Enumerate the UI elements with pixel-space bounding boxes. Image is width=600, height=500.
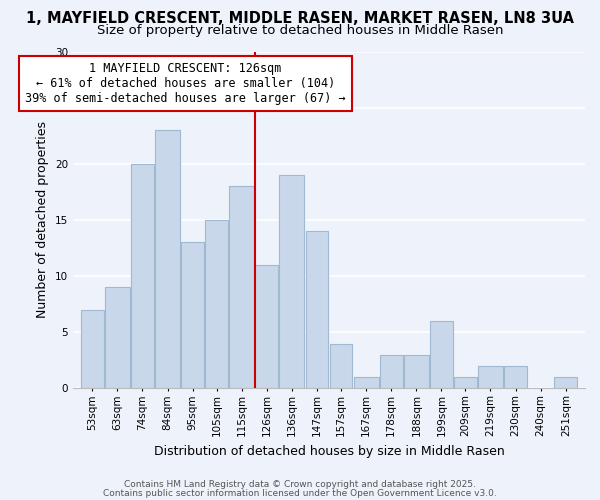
Bar xyxy=(131,164,154,388)
Bar xyxy=(256,265,278,388)
Bar xyxy=(504,366,527,388)
Bar xyxy=(430,321,453,388)
Bar xyxy=(181,242,204,388)
Bar xyxy=(280,175,304,388)
X-axis label: Distribution of detached houses by size in Middle Rasen: Distribution of detached houses by size … xyxy=(154,444,505,458)
Bar xyxy=(205,220,228,388)
Bar xyxy=(404,355,429,388)
Bar xyxy=(305,231,328,388)
Y-axis label: Number of detached properties: Number of detached properties xyxy=(37,122,49,318)
Bar xyxy=(353,378,379,388)
Bar xyxy=(454,378,477,388)
Bar xyxy=(81,310,104,388)
Bar xyxy=(229,186,254,388)
Bar xyxy=(380,355,403,388)
Text: Contains HM Land Registry data © Crown copyright and database right 2025.: Contains HM Land Registry data © Crown c… xyxy=(124,480,476,489)
Bar xyxy=(478,366,503,388)
Bar xyxy=(155,130,180,388)
Text: Size of property relative to detached houses in Middle Rasen: Size of property relative to detached ho… xyxy=(97,24,503,37)
Bar xyxy=(105,288,130,388)
Text: Contains public sector information licensed under the Open Government Licence v3: Contains public sector information licen… xyxy=(103,488,497,498)
Bar xyxy=(329,344,352,388)
Text: 1 MAYFIELD CRESCENT: 126sqm
← 61% of detached houses are smaller (104)
39% of se: 1 MAYFIELD CRESCENT: 126sqm ← 61% of det… xyxy=(25,62,346,104)
Bar xyxy=(554,378,577,388)
Text: 1, MAYFIELD CRESCENT, MIDDLE RASEN, MARKET RASEN, LN8 3UA: 1, MAYFIELD CRESCENT, MIDDLE RASEN, MARK… xyxy=(26,11,574,26)
